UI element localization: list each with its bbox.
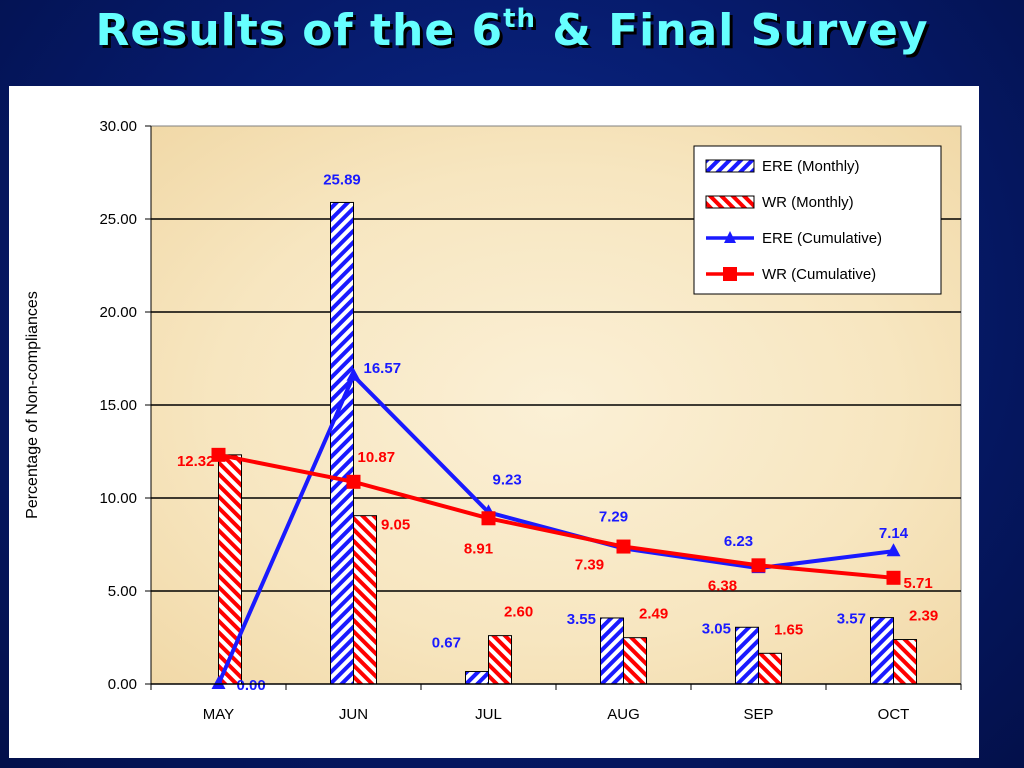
legend-label: ERE (Cumulative) [762, 230, 882, 247]
marker-triangle [346, 367, 361, 381]
marker-triangle [211, 676, 226, 689]
x-tick-label: SEP [743, 706, 773, 723]
data-label: 6.23 [724, 533, 753, 550]
data-label: 10.87 [358, 449, 396, 466]
x-tick-label: MAY [203, 706, 234, 723]
legend: ERE (Monthly) WR (Monthly) ERE (Cumulative… [693, 145, 942, 295]
bar-ere-monthly [600, 617, 624, 685]
data-label: 5.71 [904, 575, 933, 592]
marker-triangle [886, 543, 901, 557]
y-tick-label: 25.00 [99, 211, 137, 228]
bar-ere-monthly [870, 617, 894, 685]
data-label: 8.91 [464, 540, 493, 557]
line-ere-cumulative [216, 372, 894, 685]
data-label: 3.55 [567, 611, 596, 628]
data-label: 6.38 [708, 577, 737, 594]
legend-marker [724, 231, 736, 243]
marker-square [481, 511, 496, 526]
marker-square [751, 558, 766, 573]
data-label: 9.05 [381, 517, 410, 534]
bar-ere-monthly [330, 201, 354, 685]
x-tick-label: JUL [475, 706, 502, 723]
slide-title: Results of the 6th & Final Survey [0, 4, 1024, 56]
marker-square [211, 447, 226, 462]
data-label: 7.39 [575, 557, 604, 574]
legend-label: ERE (Monthly) [762, 158, 860, 175]
data-label: 9.23 [493, 471, 522, 488]
bar-wr-monthly [488, 635, 512, 685]
data-label: 1.65 [774, 621, 803, 638]
data-label: 12.32 [177, 453, 215, 470]
title-prefix: Results of the 6 [95, 5, 504, 56]
x-tick-label: JUN [339, 706, 368, 723]
data-label: 7.14 [879, 525, 909, 542]
data-label: 2.39 [909, 608, 938, 625]
y-tick-label: 10.00 [99, 490, 137, 507]
bar-wr-monthly [758, 652, 782, 685]
bar-wr-monthly [218, 454, 242, 685]
data-label: 0.67 [432, 635, 461, 652]
bar-ere-monthly [735, 626, 759, 685]
bar-ere-monthly [465, 671, 489, 685]
chart-panel: 25.89 0.67 3.55 3.05 3.57 12.32 9.05 2.60 2.49 1.… [9, 86, 979, 758]
y-tick-label: 30.00 [99, 118, 137, 135]
data-label: 25.89 [323, 171, 361, 188]
data-label: 2.60 [504, 604, 533, 621]
legend-marker [723, 267, 737, 281]
data-label: 7.29 [599, 508, 628, 525]
bar-wr-monthly [623, 637, 647, 685]
title-superscript: th [503, 4, 537, 34]
x-tick-label: OCT [878, 706, 910, 723]
marker-square [886, 570, 901, 585]
legend-swatch [705, 195, 755, 209]
data-label: 3.57 [837, 611, 866, 628]
axes: 0.00 5.00 10.00 15.00 20.00 25.00 30.00 MAY JUN J… [99, 118, 962, 723]
y-tick-label: 20.00 [99, 304, 137, 321]
marker-square [616, 539, 631, 554]
bar-wr-monthly [353, 515, 377, 685]
bars [218, 201, 917, 685]
marker-square [346, 474, 361, 489]
lines [211, 367, 901, 689]
data-label: 16.57 [364, 360, 402, 377]
title-suffix: & Final Survey [536, 5, 929, 56]
legend-label: WR (Cumulative) [762, 266, 876, 283]
y-tick-label: 5.00 [108, 583, 137, 600]
data-label: 2.49 [639, 606, 668, 623]
chart: 25.89 0.67 3.55 3.05 3.57 12.32 9.05 2.60 2.49 1.… [24, 118, 962, 723]
data-label: 0.00 [237, 677, 266, 694]
data-labels: 25.89 0.67 3.55 3.05 3.57 12.32 9.05 2.60 2.49 1.… [177, 171, 938, 694]
data-label: 3.05 [702, 620, 731, 637]
y-tick-label: 15.00 [99, 397, 137, 414]
legend-label: WR (Monthly) [762, 194, 854, 211]
bar-wr-monthly [893, 639, 917, 685]
y-axis-title: Percentage of Non-compliances [24, 291, 41, 519]
x-tick-label: AUG [607, 706, 640, 723]
legend-swatch [705, 159, 755, 173]
y-tick-label: 0.00 [108, 676, 137, 693]
line-wr-cumulative [218, 452, 894, 580]
